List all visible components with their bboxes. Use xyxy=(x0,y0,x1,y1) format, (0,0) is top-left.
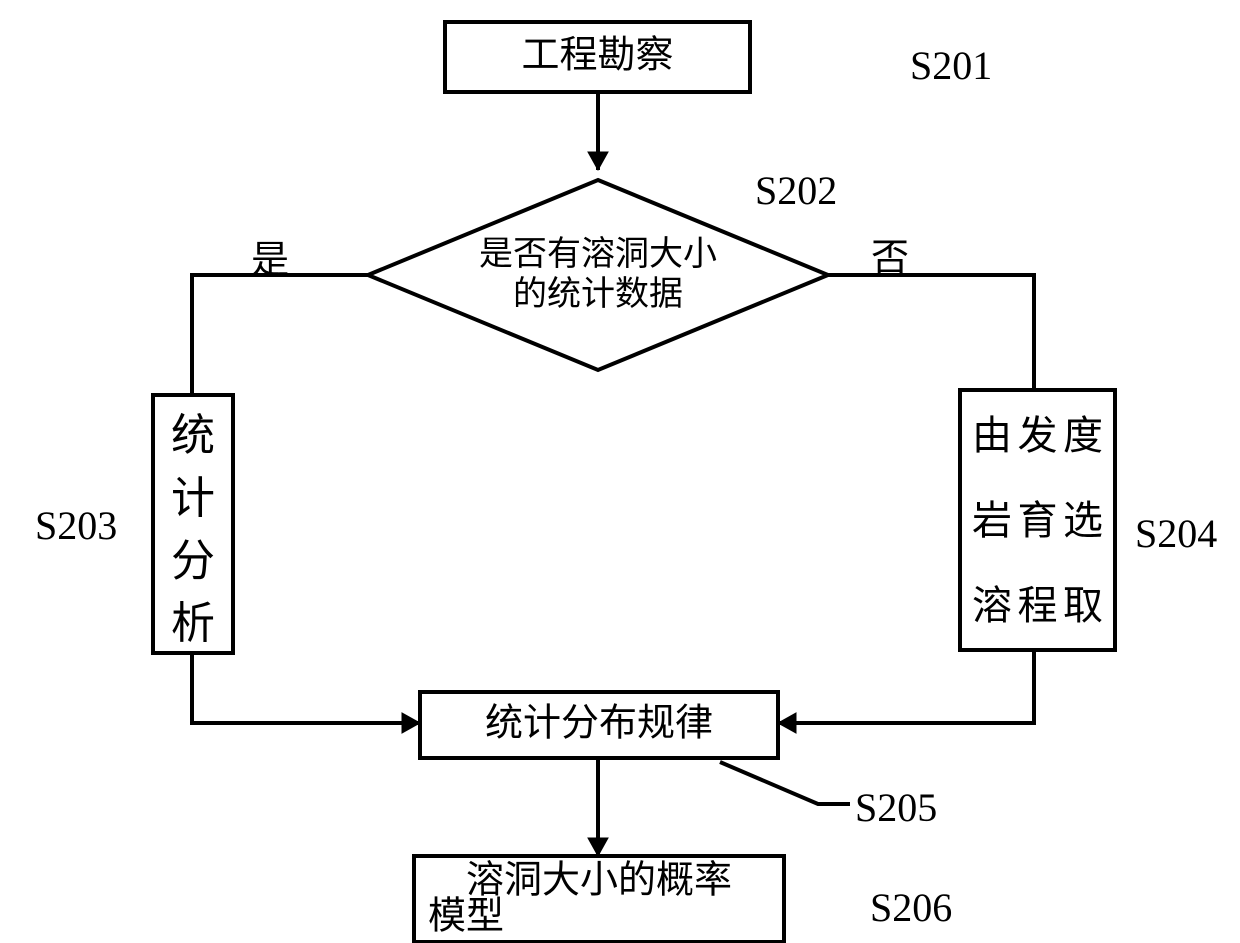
edge-4-arrowhead xyxy=(778,713,796,733)
edge-0-arrowhead xyxy=(588,152,608,170)
node-s201-text: 工程勘察 xyxy=(521,35,673,77)
label-s202: S202 xyxy=(755,168,837,213)
edge-5-arrowhead xyxy=(588,838,608,856)
node-s204-c0r0: 由 xyxy=(972,413,1012,458)
node-s204-c1r1: 育 xyxy=(1018,498,1058,543)
node-s204-c2r2: 取 xyxy=(1063,583,1103,628)
node-s204-c2r0: 度 xyxy=(1063,413,1103,458)
edge-2 xyxy=(192,653,420,723)
edge-3 xyxy=(826,275,1034,390)
label-s204: S204 xyxy=(1135,511,1217,556)
node-s203-char-1: 计 xyxy=(171,474,215,523)
node-s206-text-1: 溶洞大小的概率 xyxy=(466,860,732,902)
node-s203-char-0: 统 xyxy=(171,411,215,460)
label-s201: S201 xyxy=(910,43,992,88)
node-s206-text-2: 模型 xyxy=(428,896,504,938)
node-s202-text-1: 是否有溶洞大小 xyxy=(479,235,717,273)
node-s202-text-2: 的统计数据 xyxy=(513,275,683,313)
node-s204-c1r2: 程 xyxy=(1018,583,1058,628)
node-s205-text: 统计分布规律 xyxy=(485,703,713,745)
edge-1 xyxy=(192,275,372,395)
edge-4 xyxy=(778,650,1034,723)
node-s203-char-2: 分 xyxy=(171,536,215,585)
node-s204-c2r1: 选 xyxy=(1063,498,1103,543)
decision-no: 否 xyxy=(871,238,909,280)
node-s203-char-3: 析 xyxy=(171,599,215,648)
decision-yes: 是 xyxy=(251,240,289,282)
node-s204-c0r1: 岩 xyxy=(972,498,1012,543)
node-s204-c1r0: 发 xyxy=(1018,413,1058,458)
leader-s205 xyxy=(720,762,850,804)
label-s206: S206 xyxy=(870,885,952,930)
node-s204-c0r2: 溶 xyxy=(972,583,1012,628)
edge-2-arrowhead xyxy=(402,713,420,733)
label-s203: S203 xyxy=(35,503,117,548)
label-s205: S205 xyxy=(855,785,937,830)
